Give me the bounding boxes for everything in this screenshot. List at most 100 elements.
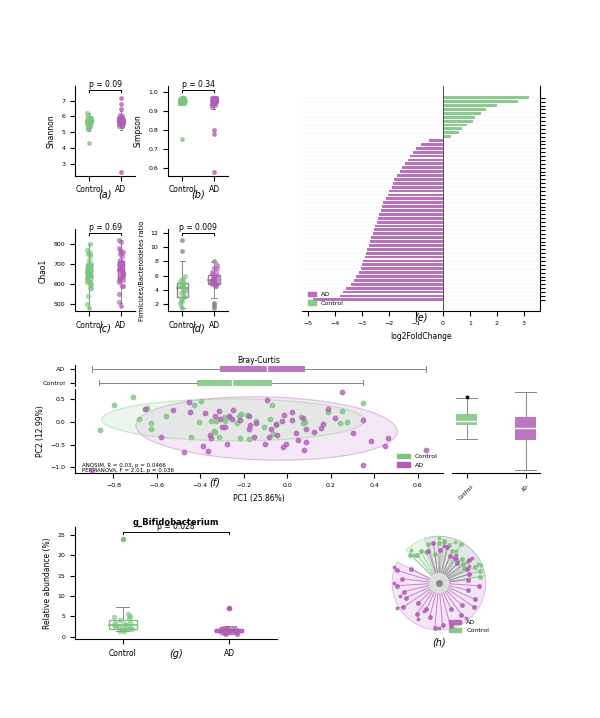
Point	[146, 417, 156, 429]
Point	[179, 92, 188, 103]
Point	[118, 280, 127, 292]
Point	[242, 409, 252, 420]
Point	[206, 432, 216, 444]
Bar	[413, 151, 443, 154]
Point	[85, 112, 95, 123]
Point	[115, 625, 125, 636]
Bar	[367, 248, 443, 251]
Bar	[394, 178, 443, 181]
Point	[85, 117, 94, 129]
Bar	[408, 159, 443, 162]
Point	[208, 95, 218, 107]
Title: g_Bifidobacterium: g_Bifidobacterium	[133, 518, 220, 526]
Point	[142, 402, 151, 414]
Point	[292, 426, 301, 438]
Point	[127, 624, 137, 635]
Point	[209, 276, 218, 287]
Point	[83, 290, 92, 302]
Point	[298, 417, 308, 429]
Point	[179, 95, 188, 107]
Point	[211, 92, 220, 103]
Point	[118, 120, 127, 131]
Point	[208, 98, 217, 109]
Point	[83, 276, 92, 287]
Point	[86, 114, 96, 126]
Point	[178, 283, 188, 294]
Point	[83, 248, 93, 260]
Point	[119, 625, 128, 636]
Point	[156, 431, 166, 442]
Point	[86, 278, 96, 289]
Bar	[400, 170, 443, 173]
Point	[86, 116, 95, 127]
Point	[184, 396, 194, 408]
Point	[178, 95, 188, 107]
Point	[116, 272, 126, 284]
Point	[216, 623, 226, 635]
Point	[210, 92, 220, 103]
Point	[84, 120, 94, 131]
Point	[220, 421, 230, 433]
Bar	[356, 275, 443, 278]
Point	[209, 94, 219, 106]
Bar	[515, 416, 536, 439]
Point	[179, 98, 189, 109]
Point	[178, 94, 188, 106]
Wedge shape	[406, 536, 485, 583]
Point	[211, 266, 221, 278]
Point	[268, 428, 278, 439]
Point	[235, 432, 244, 444]
Text: (f): (f)	[209, 477, 220, 488]
Bar	[361, 267, 443, 270]
Point	[212, 259, 221, 271]
Point	[178, 286, 188, 297]
Point	[208, 94, 218, 106]
Point	[115, 117, 125, 129]
Point	[83, 114, 93, 126]
Point	[115, 244, 125, 256]
Point	[168, 404, 178, 416]
Point	[115, 248, 125, 260]
Point	[230, 623, 239, 635]
Point	[244, 433, 254, 444]
Point	[83, 266, 93, 278]
Point	[267, 399, 277, 411]
Point	[85, 260, 95, 271]
Bar	[215, 630, 243, 632]
Text: p = 0.34: p = 0.34	[182, 80, 215, 89]
Point	[114, 288, 124, 299]
Bar	[383, 201, 443, 204]
Bar	[416, 147, 443, 149]
Bar	[421, 143, 443, 146]
Point	[85, 120, 94, 131]
Point	[245, 419, 255, 431]
Point	[177, 94, 187, 106]
Bar	[366, 252, 443, 255]
Point	[83, 274, 93, 286]
Point	[220, 628, 229, 639]
Point	[114, 276, 124, 287]
Point	[271, 419, 281, 431]
Text: p = 0.009: p = 0.009	[179, 223, 217, 232]
Point	[233, 625, 243, 636]
Point	[125, 612, 134, 624]
Point	[85, 118, 95, 130]
Point	[87, 464, 97, 475]
Point	[95, 424, 105, 436]
Point	[114, 116, 124, 127]
Point	[271, 418, 281, 429]
Point	[222, 624, 232, 635]
Bar	[109, 620, 137, 629]
Point	[83, 112, 92, 123]
Point	[380, 440, 390, 452]
Text: p = 0.69: p = 0.69	[89, 223, 122, 232]
Point	[176, 98, 185, 109]
Point	[281, 438, 291, 449]
Point	[161, 411, 171, 422]
Point	[117, 120, 127, 131]
Point	[140, 404, 150, 415]
Point	[185, 406, 195, 418]
Point	[83, 117, 92, 129]
Point	[228, 405, 238, 416]
Point	[203, 445, 212, 457]
